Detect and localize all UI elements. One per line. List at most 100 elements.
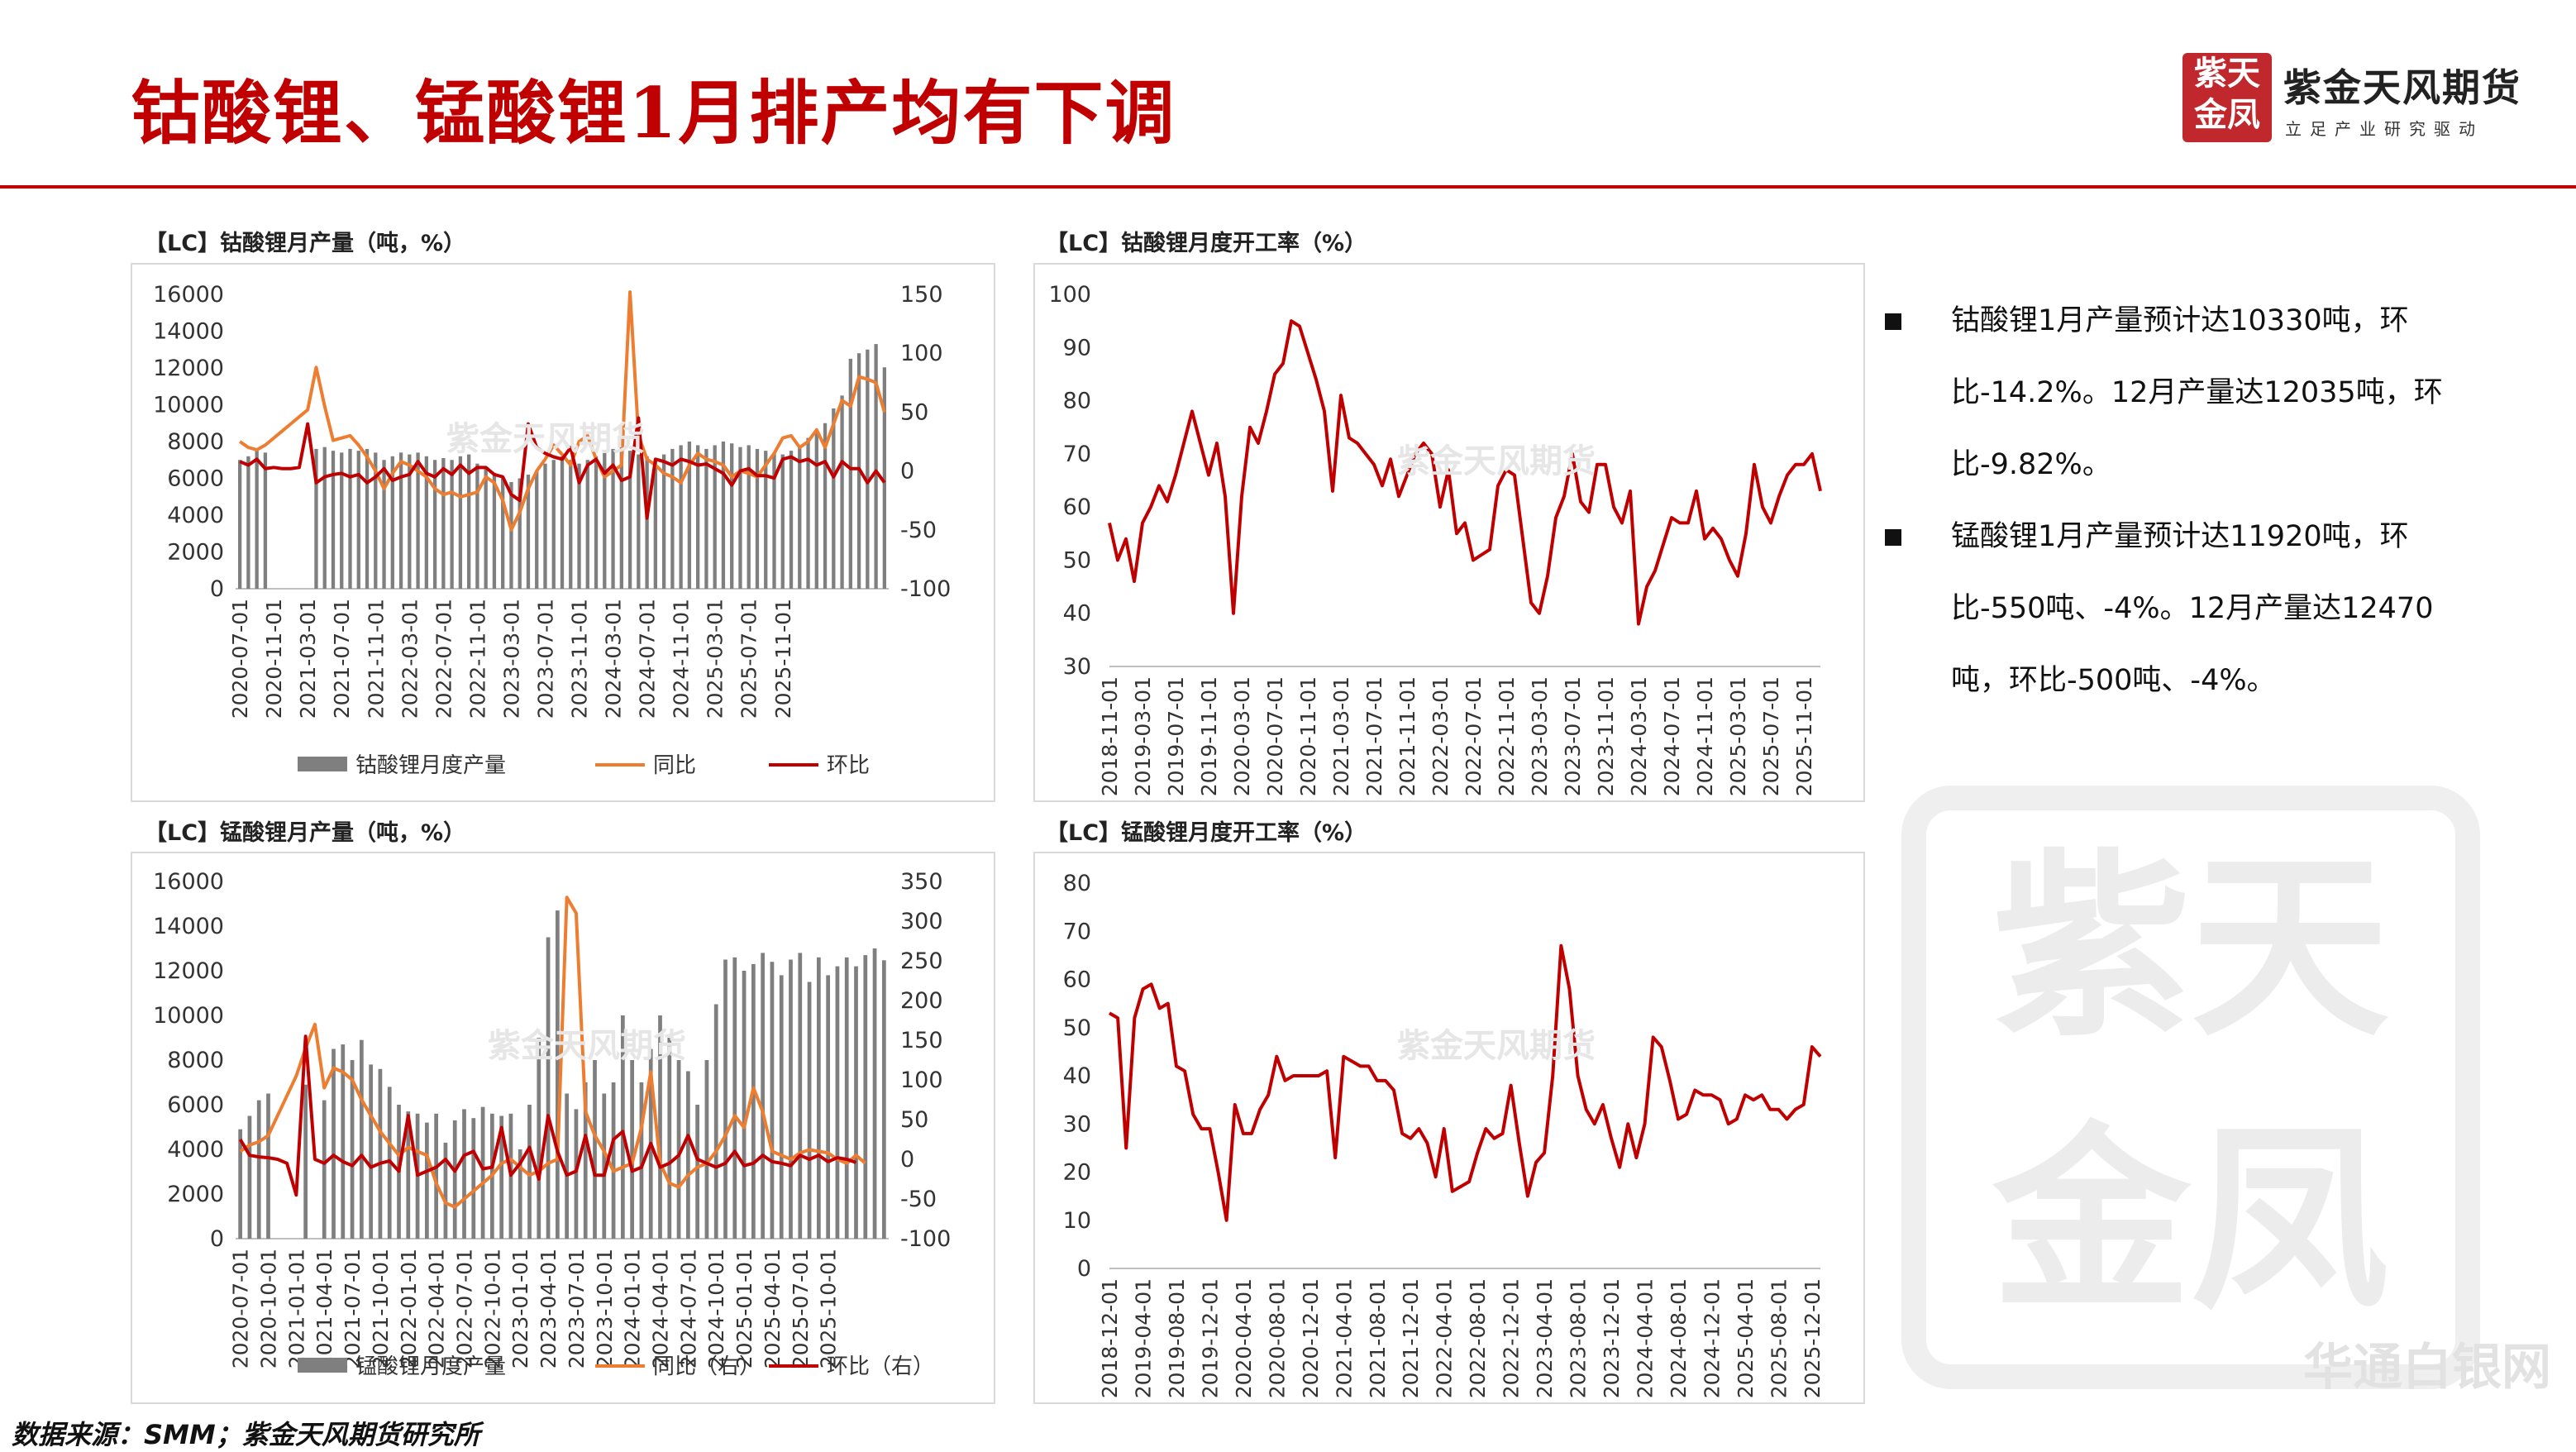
x-tick-label: 2021-12-01 xyxy=(1399,1278,1423,1398)
bar xyxy=(611,1082,616,1239)
chart-title-c2: 【LC】钴酸锂月度开工率（%） xyxy=(1046,231,1367,256)
bar xyxy=(443,1142,448,1239)
x-tick-label: 2021-04-01 xyxy=(1332,1278,1356,1398)
bar xyxy=(255,451,259,589)
bar xyxy=(667,1038,672,1239)
bar xyxy=(780,454,785,589)
watermark-text: 紫金天风期货 xyxy=(1397,442,1596,480)
bar xyxy=(537,1038,541,1239)
x-tick-label: 2021-07-01 xyxy=(1362,676,1386,796)
y-tick-label: 80 xyxy=(1063,871,1091,896)
bar xyxy=(593,1060,597,1239)
y-right-tick-label: 0 xyxy=(900,1147,914,1173)
y-right-tick-label: 100 xyxy=(900,1068,943,1093)
x-tick-label: 2025-03-01 xyxy=(704,599,727,719)
bar xyxy=(466,454,471,589)
bar xyxy=(594,456,599,589)
x-tick-label: 2023-07-01 xyxy=(1561,676,1585,796)
summary-bullets: 钴酸锂1月产量预计达10330吨，环比-14.2%。12月产量达12035吨，环… xyxy=(1885,285,2464,717)
watermark-text: 紫金天风期货 xyxy=(1397,1027,1596,1065)
bar xyxy=(546,937,551,1239)
bar xyxy=(256,1100,261,1239)
y-tick-label: 0 xyxy=(1077,1256,1091,1282)
y-left-tick-label: 12000 xyxy=(153,958,224,984)
bar xyxy=(331,451,336,589)
x-tick-label: 2023-01-01 xyxy=(508,1249,532,1368)
legend-label: 钴酸锂月度产量 xyxy=(355,753,506,778)
bar xyxy=(475,463,479,589)
series-line-yoy xyxy=(239,896,867,1209)
bar xyxy=(723,959,727,1239)
data-source-note: 数据来源：SMM；紫金天风期货研究所 xyxy=(12,1419,480,1450)
x-tick-label: 2021-07-01 xyxy=(330,599,354,719)
bar xyxy=(569,460,573,589)
bar xyxy=(266,1093,270,1239)
bar xyxy=(247,1115,252,1239)
x-tick-label: 2022-04-01 xyxy=(425,1249,449,1368)
y-right-tick-label: 150 xyxy=(900,1028,943,1053)
bar xyxy=(670,448,675,589)
x-tick-label: 2023-03-01 xyxy=(499,599,523,719)
bar xyxy=(779,975,784,1239)
bar xyxy=(583,1082,588,1239)
x-tick-label: 2019-08-01 xyxy=(1165,1278,1189,1398)
x-tick-label: 2020-07-01 xyxy=(1263,676,1287,796)
x-tick-label: 2024-11-01 xyxy=(1693,676,1717,796)
bar xyxy=(369,1064,374,1239)
bar xyxy=(555,910,560,1239)
bar xyxy=(603,452,607,589)
bar xyxy=(340,452,344,589)
x-tick-label: 2024-12-01 xyxy=(1700,1278,1724,1398)
x-tick-label: 2021-08-01 xyxy=(1366,1278,1390,1398)
bar xyxy=(866,349,870,589)
x-tick-label: 2018-12-01 xyxy=(1098,1278,1122,1398)
header-divider xyxy=(0,185,2576,189)
bar xyxy=(721,442,726,589)
bar xyxy=(527,1105,532,1239)
bar xyxy=(406,1111,411,1239)
bar xyxy=(814,432,818,589)
x-tick-label: 2024-04-01 xyxy=(649,1249,673,1368)
bar xyxy=(732,957,737,1239)
bar xyxy=(882,367,887,589)
bar xyxy=(314,448,318,589)
bar xyxy=(798,445,802,589)
y-right-tick-label: 50 xyxy=(900,1107,928,1133)
chart-title-c1: 【LC】钴酸锂月产量（吨，%） xyxy=(145,231,466,256)
y-left-tick-label: 2000 xyxy=(167,540,224,566)
y-left-tick-label: 10000 xyxy=(153,393,224,418)
bar xyxy=(738,447,742,589)
bar xyxy=(332,1048,336,1239)
y-left-tick-label: 0 xyxy=(210,1226,224,1252)
bar xyxy=(577,463,581,589)
bar xyxy=(832,408,836,589)
bar xyxy=(356,451,360,589)
bar xyxy=(416,452,420,589)
bar xyxy=(687,442,692,589)
chart-manganese-production: 0200040006000800010000120001400016000-10… xyxy=(153,869,951,1379)
bar xyxy=(639,1082,644,1239)
y-right-tick-label: -50 xyxy=(900,1187,937,1212)
bar xyxy=(751,963,756,1239)
x-tick-label: 2025-04-01 xyxy=(761,1249,785,1368)
x-tick-label: 2019-07-01 xyxy=(1164,676,1188,796)
x-tick-label: 2023-12-01 xyxy=(1600,1278,1624,1398)
chart-manganese-utilization: 0 10 20 30 40 50 60 70 80 2018-12-01 2019-04-01 201… xyxy=(1063,871,1825,1398)
bar xyxy=(322,1100,327,1239)
x-tick-label: 2025-07-01 xyxy=(1759,676,1783,796)
series-line xyxy=(1108,319,1822,626)
bar xyxy=(560,456,565,589)
bar xyxy=(658,1015,662,1239)
bar xyxy=(424,456,428,589)
y-tick-label: 60 xyxy=(1063,967,1091,993)
chart-panel-manganese-production: 0 2000 4000 6000 8000 10000 12000 14000 16000 -10… xyxy=(131,852,995,1404)
y-right-tick-label: 50 xyxy=(900,399,928,425)
x-tick-label: 2024-04-01 xyxy=(1634,1278,1658,1398)
x-tick-label: 2023-04-01 xyxy=(537,1249,561,1368)
x-tick-label: 2022-04-01 xyxy=(1433,1278,1457,1398)
bar xyxy=(543,463,547,589)
x-tick-label: 2019-04-01 xyxy=(1131,1278,1155,1398)
y-tick-label: 60 xyxy=(1063,494,1091,520)
bar xyxy=(424,1122,429,1239)
x-tick-label: 2025-07-01 xyxy=(789,1249,813,1368)
